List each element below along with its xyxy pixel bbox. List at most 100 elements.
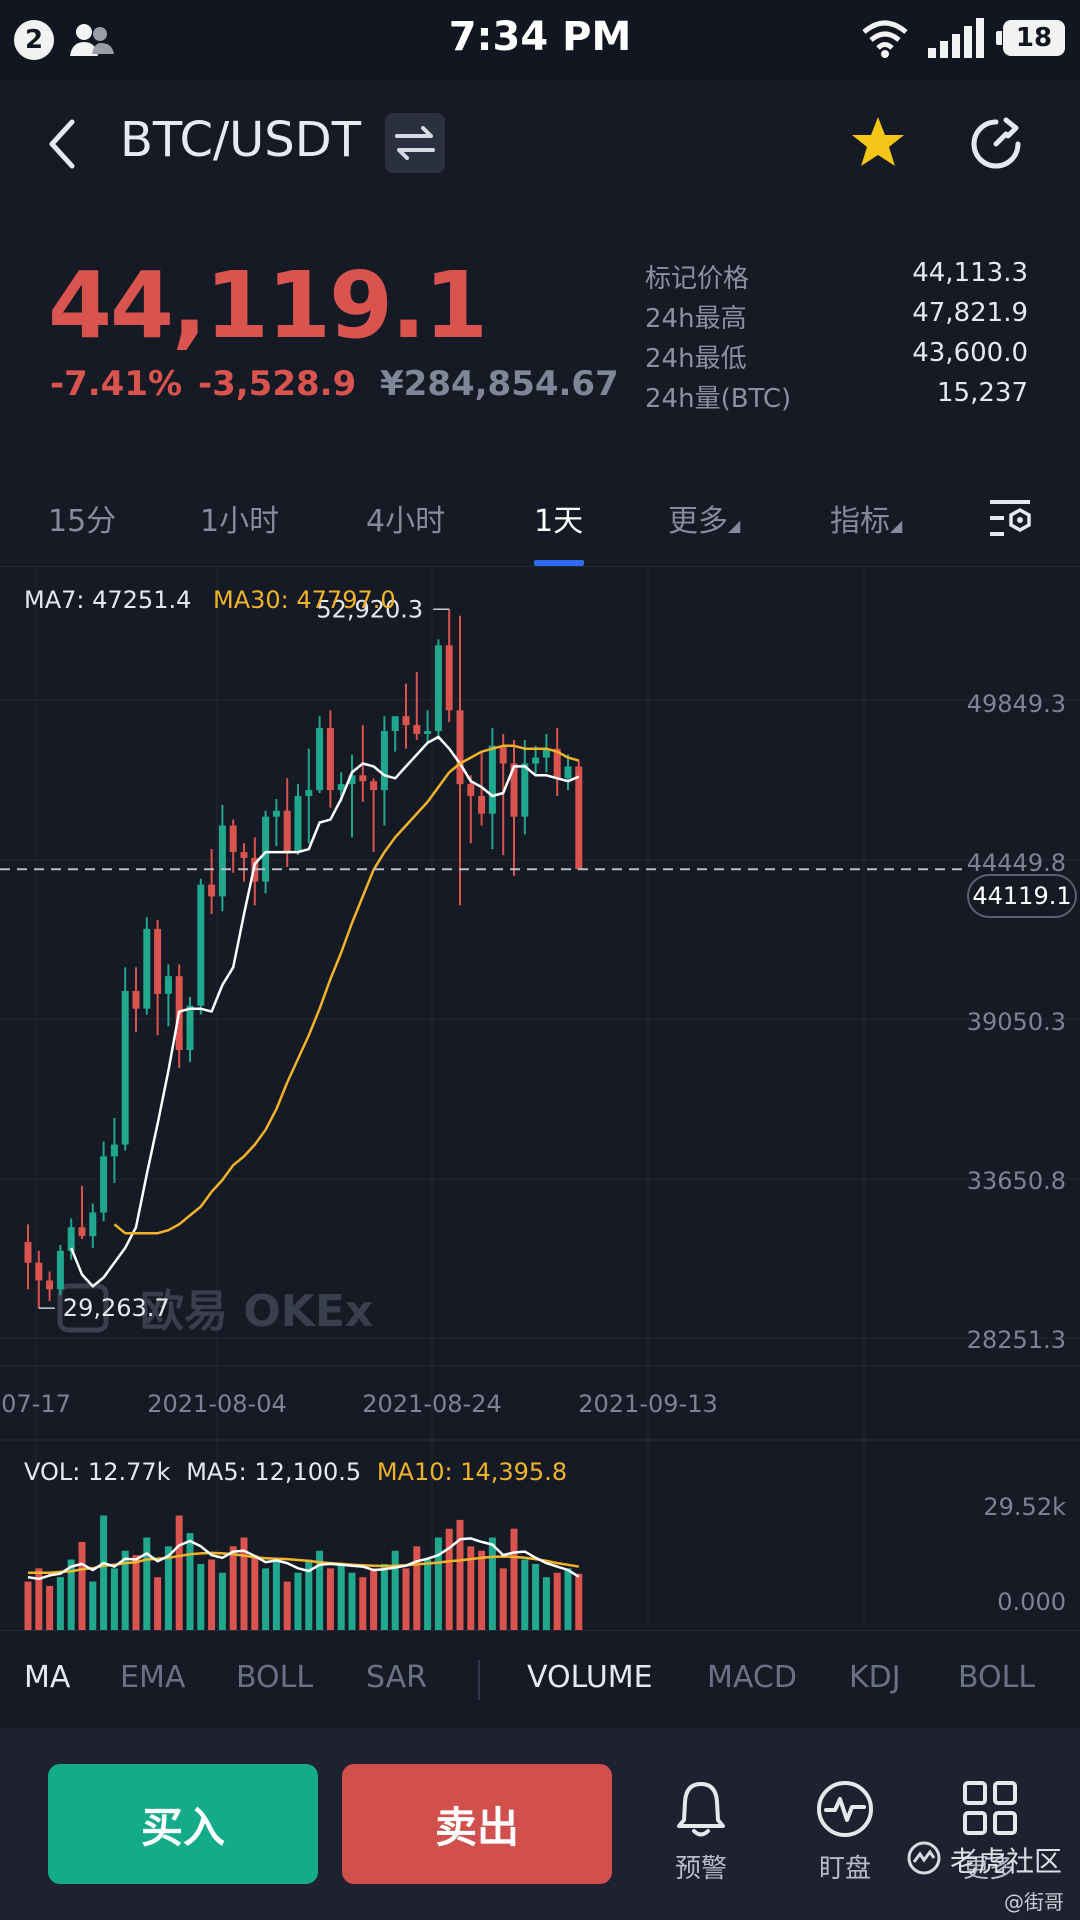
swap-pair-button[interactable] (385, 113, 445, 173)
ma-legend: MA7: 47251.4 MA30: 47797.0 (24, 586, 396, 614)
contacts-icon (70, 24, 114, 56)
candle-body (413, 725, 421, 734)
volume-bar (186, 1533, 194, 1630)
vol-y-tick-label: 0.000 (997, 1588, 1066, 1616)
ind-kdj[interactable]: KDJ (849, 1660, 901, 1695)
current-price-tag: 44119.1 (967, 874, 1077, 918)
candle-body (370, 781, 378, 791)
y-tick-label: 39050.3 (967, 1008, 1066, 1036)
tab-4h[interactable]: 4小时 (366, 504, 446, 539)
nav-watch[interactable]: 盯盘 (790, 1776, 900, 1886)
volume-bar (262, 1568, 270, 1630)
candle-body (434, 645, 442, 731)
volume-bar (532, 1563, 540, 1630)
ma7-line (70, 735, 580, 1288)
vol-ma5-line (27, 1537, 580, 1581)
okex-watermark: 欧易 OKEx (140, 1286, 373, 1337)
vol-ma5-legend: MA5: 12,100.5 (186, 1458, 362, 1486)
swap-icon (395, 126, 435, 160)
stat-label: 24h量(BTC) (645, 384, 792, 414)
ma30-line (113, 744, 580, 1235)
ind-sar[interactable]: SAR (366, 1660, 427, 1695)
battery-icon: 18 (996, 20, 1065, 56)
volume-bar (488, 1537, 496, 1630)
active-tab-indicator (534, 560, 584, 566)
volume-bar (78, 1541, 86, 1630)
tab-more[interactable]: 更多◢ (668, 496, 740, 540)
candle-body (445, 645, 453, 711)
ma30-legend: MA30: 47797.0 (213, 586, 396, 614)
volume-bar (154, 1577, 162, 1630)
volume-bar (56, 1577, 64, 1630)
sell-button[interactable]: 卖出 (342, 1764, 612, 1884)
volume-bar (164, 1546, 172, 1630)
tab-1h[interactable]: 1小时 (200, 504, 280, 539)
candle-body (110, 1144, 118, 1157)
tab-15m[interactable]: 15分 (48, 504, 117, 539)
candle-body (510, 763, 518, 817)
volume-bar (305, 1559, 313, 1630)
candle-body (424, 730, 432, 734)
stat-label: 标记价格 (645, 264, 750, 294)
volume-bar (175, 1515, 183, 1630)
ind-ema[interactable]: EMA (120, 1660, 186, 1695)
stat-label: 24h最低 (645, 344, 747, 374)
ma7-legend: MA7: 47251.4 (24, 586, 192, 614)
volume-bar (240, 1537, 248, 1630)
candle-body (564, 766, 572, 779)
volume-bar (402, 1568, 410, 1630)
candle-body (359, 775, 367, 782)
volume-bar (359, 1577, 367, 1630)
back-icon[interactable] (44, 118, 80, 170)
volume-bar (24, 1581, 32, 1630)
buy-button[interactable]: 买入 (48, 1764, 318, 1884)
candle-body (467, 784, 475, 796)
vol-y-tick-label: 29.52k (983, 1493, 1066, 1521)
star-icon[interactable] (850, 115, 906, 169)
volume-bar (521, 1559, 529, 1630)
candle-body (488, 745, 496, 814)
candle-body (197, 884, 205, 1006)
ind-ma[interactable]: MA (24, 1660, 71, 1695)
candle-body (186, 1005, 194, 1051)
nav-more[interactable]: 更多 (934, 1776, 1044, 1886)
candle-body (229, 825, 237, 853)
chart-settings-icon[interactable] (988, 498, 1034, 540)
status-time: 7:34 PM (448, 14, 632, 60)
volume-bar (348, 1572, 356, 1630)
volume-bar (391, 1550, 399, 1630)
tab-more-label: 更多 (668, 504, 728, 539)
nav-alert[interactable]: 预警 (646, 1776, 756, 1886)
tab-indicators[interactable]: 指标◢ (830, 496, 902, 540)
ind-boll-sub[interactable]: BOLL (958, 1660, 1036, 1695)
grid-icon (963, 1781, 1017, 1835)
volume-bar (89, 1581, 97, 1630)
watermark-author: @街哥 (1004, 1890, 1064, 1914)
divider (0, 1630, 1080, 1631)
x-tick-label: 2021-08-04 (147, 1390, 286, 1418)
y-tick-label: 44449.8 (967, 849, 1066, 877)
y-tick-label: 49849.3 (967, 690, 1066, 718)
ind-volume[interactable]: VOLUME (527, 1660, 653, 1695)
indicator-tabs: MA EMA BOLL SAR VOLUME MACD KDJ BOLL (0, 1630, 1080, 1730)
kline-chart[interactable]: 欧易 OKEx 49849.3 44449.8 39050.3 33650.8 28251… (0, 568, 1080, 1630)
stat-mark-price: 标记价格 44,113.3 (645, 258, 1028, 298)
volume-bar (326, 1568, 334, 1630)
candle-body (89, 1212, 97, 1237)
stat-value: 44,113.3 (912, 258, 1028, 288)
tab-1d[interactable]: 1天 (534, 504, 584, 539)
ind-boll-main[interactable]: BOLL (236, 1660, 314, 1695)
y-tick-label: 28251.3 (967, 1326, 1066, 1354)
candle-body (305, 790, 313, 796)
candle-body (456, 710, 464, 785)
volume-bar (553, 1572, 561, 1630)
caret-down-icon: ◢ (728, 516, 741, 535)
pair-title[interactable]: BTC/USDT (120, 112, 362, 168)
volume-bar (316, 1550, 324, 1630)
candle-body (46, 1280, 54, 1290)
ind-macd[interactable]: MACD (707, 1660, 797, 1695)
candle-body (208, 884, 216, 897)
refresh-icon[interactable] (968, 116, 1024, 172)
candle-body (532, 757, 540, 764)
nav-alert-label: 预警 (674, 1854, 727, 1884)
